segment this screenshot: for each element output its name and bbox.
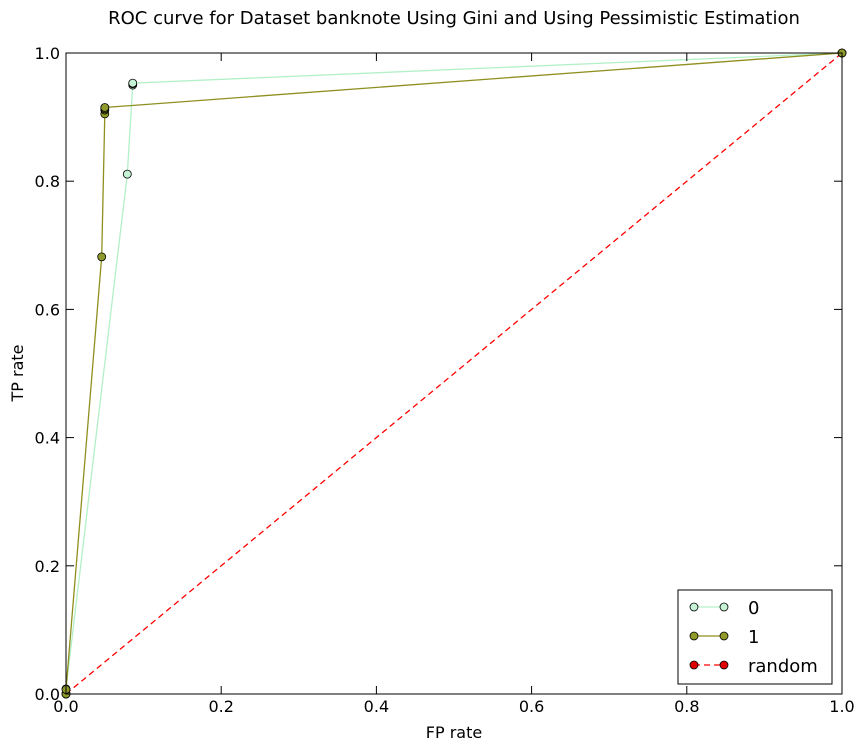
x-tick-label: 1.0 (829, 697, 854, 716)
x-axis-label: FP rate (426, 723, 482, 742)
y-tick-label: 0.2 (35, 557, 60, 576)
y-tick-label: 0.4 (35, 429, 60, 448)
x-tick-label: 0.2 (208, 697, 233, 716)
series-point-0 (122, 169, 132, 179)
legend-label-random: random (748, 656, 818, 677)
y-axis-label: TP rate (8, 344, 27, 402)
x-tick-label: 0.0 (53, 697, 78, 716)
series-point-1 (100, 103, 110, 112)
y-tick-label: 0.8 (35, 172, 60, 191)
legend-label-0: 0 (748, 598, 759, 619)
legend: 0 1 random (677, 589, 833, 685)
series-point-1 (97, 252, 107, 262)
legend-box (677, 589, 833, 685)
legend-marker-1 (719, 631, 729, 641)
legend-marker-0 (689, 602, 699, 612)
series-line-random (65, 52, 843, 695)
plot-frame (65, 52, 843, 695)
axis-ticks: 0.0 0.2 0.4 0.6 0.8 1.0 0.0 0.2 0.4 0.6 0.8 1.0 (35, 44, 855, 716)
legend-marker-random (719, 660, 729, 670)
y-tick-label: 1.0 (35, 44, 60, 63)
legend-marker-0 (719, 602, 729, 612)
x-tick-label: 0.4 (364, 697, 389, 716)
chart-title: ROC curve for Dataset banknote Using Gin… (108, 8, 800, 29)
legend-marker-1 (689, 631, 699, 641)
x-tick-label: 0.8 (674, 697, 699, 716)
legend-marker-random (689, 660, 699, 670)
x-tick-label: 0.6 (519, 697, 544, 716)
y-tick-label: 0.0 (35, 685, 60, 704)
series-point-0 (128, 78, 138, 88)
legend-label-1: 1 (748, 627, 759, 648)
y-tick-label: 0.6 (35, 300, 60, 319)
